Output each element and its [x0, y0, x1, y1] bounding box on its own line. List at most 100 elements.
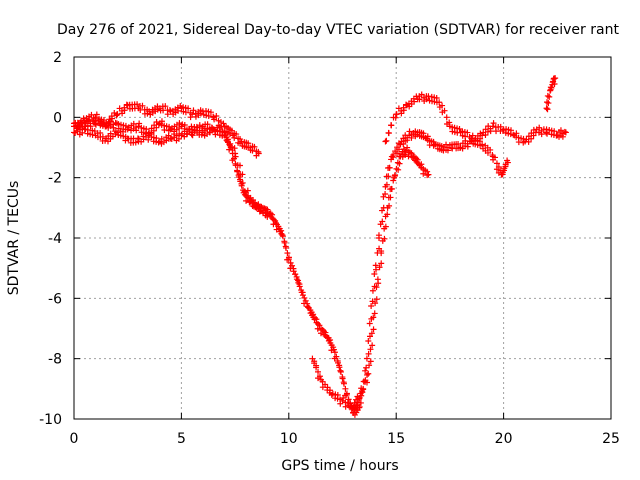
- data-point-interp: [426, 142, 433, 149]
- data-point-interp: [390, 177, 397, 184]
- data-point-interp: [104, 121, 111, 128]
- data-point-interp: [239, 179, 246, 186]
- data-point-interp: [469, 132, 476, 139]
- data-point-interp: [367, 358, 374, 365]
- data-point-interp: [273, 226, 280, 233]
- data-point-interp: [175, 107, 182, 114]
- data-point-interp: [420, 130, 427, 137]
- data-point-interp: [501, 167, 508, 174]
- data-point-interp: [369, 342, 376, 349]
- data-point-interp: [334, 358, 341, 365]
- data-point-interp: [547, 87, 554, 94]
- data-point-interp: [334, 392, 341, 399]
- data-point-interp: [383, 137, 390, 144]
- x-tick-label: 5: [177, 431, 186, 447]
- data-point-interp: [373, 296, 380, 303]
- data-point-interp: [289, 262, 296, 269]
- data-point-interp: [316, 373, 323, 380]
- data-point-interp: [372, 300, 379, 307]
- axis-ticks: [73, 56, 612, 420]
- data-point-interp: [301, 294, 308, 301]
- data-point-interp: [232, 153, 239, 160]
- data-point-interp: [153, 135, 160, 142]
- data-point-interp: [383, 181, 390, 188]
- data-point-interp: [551, 128, 558, 135]
- data-point-interp: [281, 238, 288, 245]
- data-point: [167, 126, 174, 133]
- data-point-interp: [484, 128, 491, 135]
- data-point-interp: [530, 132, 537, 139]
- data-point-interp: [404, 144, 411, 151]
- data-point-interp: [402, 151, 409, 158]
- data-point-interp: [282, 243, 289, 250]
- data-point-interp: [88, 111, 95, 118]
- data-point-interp: [185, 105, 192, 112]
- data-point-interp: [92, 121, 99, 128]
- data-point-interp: [411, 154, 418, 161]
- data-point-interp: [211, 116, 218, 123]
- y-tick-label: -4: [48, 231, 62, 247]
- data-point-interp: [181, 122, 188, 129]
- data-point-interp: [78, 120, 85, 127]
- data-point-interp: [106, 118, 113, 125]
- data-point-interp: [372, 262, 379, 269]
- data-point-interp: [499, 171, 506, 178]
- data-point-interp: [482, 131, 489, 138]
- data-point-interp: [403, 101, 410, 108]
- data-point-interp: [490, 120, 497, 127]
- data-point-interp: [559, 133, 566, 140]
- data-point-interp: [153, 124, 160, 131]
- data-point-interp: [545, 100, 552, 107]
- data-point-interp: [222, 132, 229, 139]
- data-point: [468, 135, 475, 142]
- data-point-interp: [287, 259, 294, 266]
- data-point-interp: [386, 164, 393, 171]
- data-point: [356, 403, 363, 410]
- data-point-interp: [536, 124, 543, 131]
- y-tick-label: -2: [48, 171, 62, 187]
- data-point-interp: [316, 322, 323, 329]
- data-point-interp: [231, 134, 238, 141]
- data-point-interp: [231, 145, 238, 152]
- data-point-interp: [381, 235, 388, 242]
- data-point: [552, 75, 559, 82]
- data-point: [365, 370, 372, 377]
- data-point-interp: [376, 264, 383, 271]
- data-point-interp: [290, 265, 297, 272]
- data-point: [221, 129, 228, 136]
- data-point-interp: [495, 163, 502, 170]
- data-point-interp: [492, 154, 499, 161]
- data-point-interp: [317, 330, 324, 337]
- data-point-interp: [366, 362, 373, 369]
- data-point: [479, 141, 486, 148]
- data-point-interp: [302, 297, 309, 304]
- data-point-interp: [304, 300, 311, 307]
- data-point-interp: [227, 140, 234, 147]
- data-point-interp: [110, 124, 117, 131]
- data-point-interp: [386, 202, 393, 209]
- data-point: [264, 213, 271, 220]
- data-point-interp: [158, 118, 165, 125]
- data-point-interp: [515, 139, 522, 146]
- data-point-interp: [251, 143, 258, 150]
- y-axis-label: SDTVAR / TECUs: [6, 181, 22, 296]
- data-point-interp: [122, 122, 129, 129]
- data-point-interp: [424, 133, 431, 140]
- data-point-interp: [267, 210, 274, 217]
- data-point-interp: [133, 127, 140, 134]
- chart-title: Day 276 of 2021, Sidereal Day-to-day VTE…: [57, 22, 619, 38]
- data-point-interp: [398, 110, 405, 117]
- data-point-interp: [528, 135, 535, 142]
- data-point-interp: [311, 358, 318, 365]
- data-point-interp: [326, 387, 333, 394]
- data-point-interp: [295, 277, 302, 284]
- data-point-interp: [404, 137, 411, 144]
- data-point-interp: [190, 107, 197, 114]
- data-point-interp: [311, 314, 318, 321]
- data-point-interp: [241, 188, 248, 195]
- data-point-interp: [363, 371, 370, 378]
- data-point-interp: [315, 368, 322, 375]
- data-point: [255, 150, 262, 157]
- data-point-interp: [299, 289, 306, 296]
